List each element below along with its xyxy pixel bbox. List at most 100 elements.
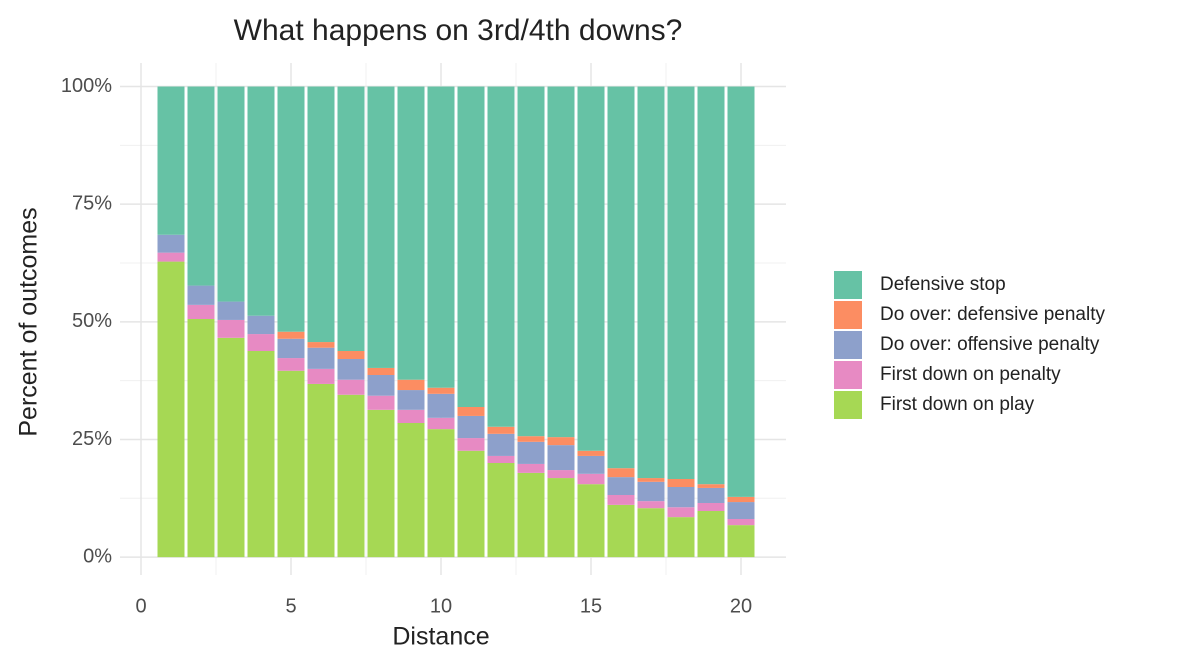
bar-segment [157,261,185,558]
bar-segment [517,86,545,437]
bar-segment [247,334,275,351]
bar-segment [277,86,305,332]
legend-swatch [834,331,862,359]
bar-segment [667,487,695,508]
bar-segment [187,304,215,319]
legend-swatch [834,361,862,389]
bar-segment [577,473,605,485]
bar-segment [697,511,725,558]
bar-segment [517,436,545,442]
bar-segment [697,86,725,485]
bar-segment [307,383,335,558]
bar-segment [397,86,425,380]
bar-segment [727,86,755,497]
bar-segment [517,463,545,473]
bar-segment [697,487,725,503]
legend-label: First down on penalty [880,364,1061,385]
bar-segment [487,86,515,427]
bar-segment [277,358,305,371]
bar-segment [547,470,575,479]
bar-segment [547,437,575,446]
bar-segment [667,517,695,558]
y-tick-label: 25% [72,428,112,450]
bar-segment [577,484,605,558]
bar-segment [187,86,215,286]
bar-segment [427,86,455,388]
bar-segment [277,338,305,359]
bar-segment [577,86,605,451]
bar-segment [637,86,665,479]
bar-segment [517,441,545,464]
bar-segment [247,315,275,335]
y-tick-label: 50% [72,310,112,332]
bar-segment [277,370,305,558]
legend-swatch [834,391,862,419]
bar-segment [607,495,635,505]
bar-segment [727,525,755,558]
bar-segment [667,479,695,487]
bar-segment [367,409,395,558]
bar-segment [547,86,575,438]
bar-segment [637,481,665,502]
bar-segment [607,477,635,495]
bar-segment [427,417,455,430]
bar-segment [397,390,425,410]
bar-segment [157,86,185,235]
bar-segment [157,252,185,262]
legend-label: First down on play [880,394,1035,415]
bar-segment [367,375,395,396]
bar-segment [697,484,725,488]
bar-segment [637,478,665,482]
bar-segment [187,285,215,305]
bar-segment [547,478,575,558]
bar-segment [637,508,665,558]
bar-segment [427,393,455,418]
bar-segment [607,468,635,478]
bar-segment [727,502,755,519]
y-tick-label: 75% [72,192,112,214]
x-tick-label: 0 [135,595,146,617]
bar-segment [397,423,425,558]
bar-segment [697,503,725,511]
bar-segment [307,342,335,348]
bar-segment [667,507,695,518]
bar-segment [457,86,485,407]
bar-segment [367,86,395,368]
y-tick-label: 0% [83,545,112,567]
bar-segment [337,394,365,558]
legend-swatch [834,301,862,329]
bar-segment [607,504,635,558]
bar-segment [277,331,305,339]
y-axis-label: Percent of outcomes [15,207,43,436]
bar-segment [397,379,425,391]
x-axis-label: Distance [392,623,489,651]
bar-segment [577,455,605,474]
legend-label: Do over: offensive penalty [880,334,1100,355]
bar-segment [727,519,755,526]
bar-segment [457,438,485,451]
bar-segment [337,359,365,380]
bar-segment [727,496,755,503]
bar-segment [247,351,275,558]
bar-segment [397,409,425,423]
bar-segment [367,395,395,410]
bar-segment [427,429,455,558]
bar-segment [487,463,515,558]
bar-segment [217,319,245,338]
bar-segment [547,445,575,471]
x-tick-label: 5 [285,595,296,617]
bar-segment [607,86,635,469]
bar-segment [667,86,695,479]
bar-segment [307,347,335,369]
legend-swatch [834,271,862,299]
bar-segment [307,368,335,384]
bar-segment [487,426,515,434]
bar-segment [457,415,485,439]
bar-segment [487,433,515,456]
legend-label: Do over: defensive penalty [880,304,1105,325]
x-tick-label: 10 [430,595,452,617]
bar-segment [217,301,245,320]
bar-segment [457,450,485,558]
bar-segment [247,86,275,316]
